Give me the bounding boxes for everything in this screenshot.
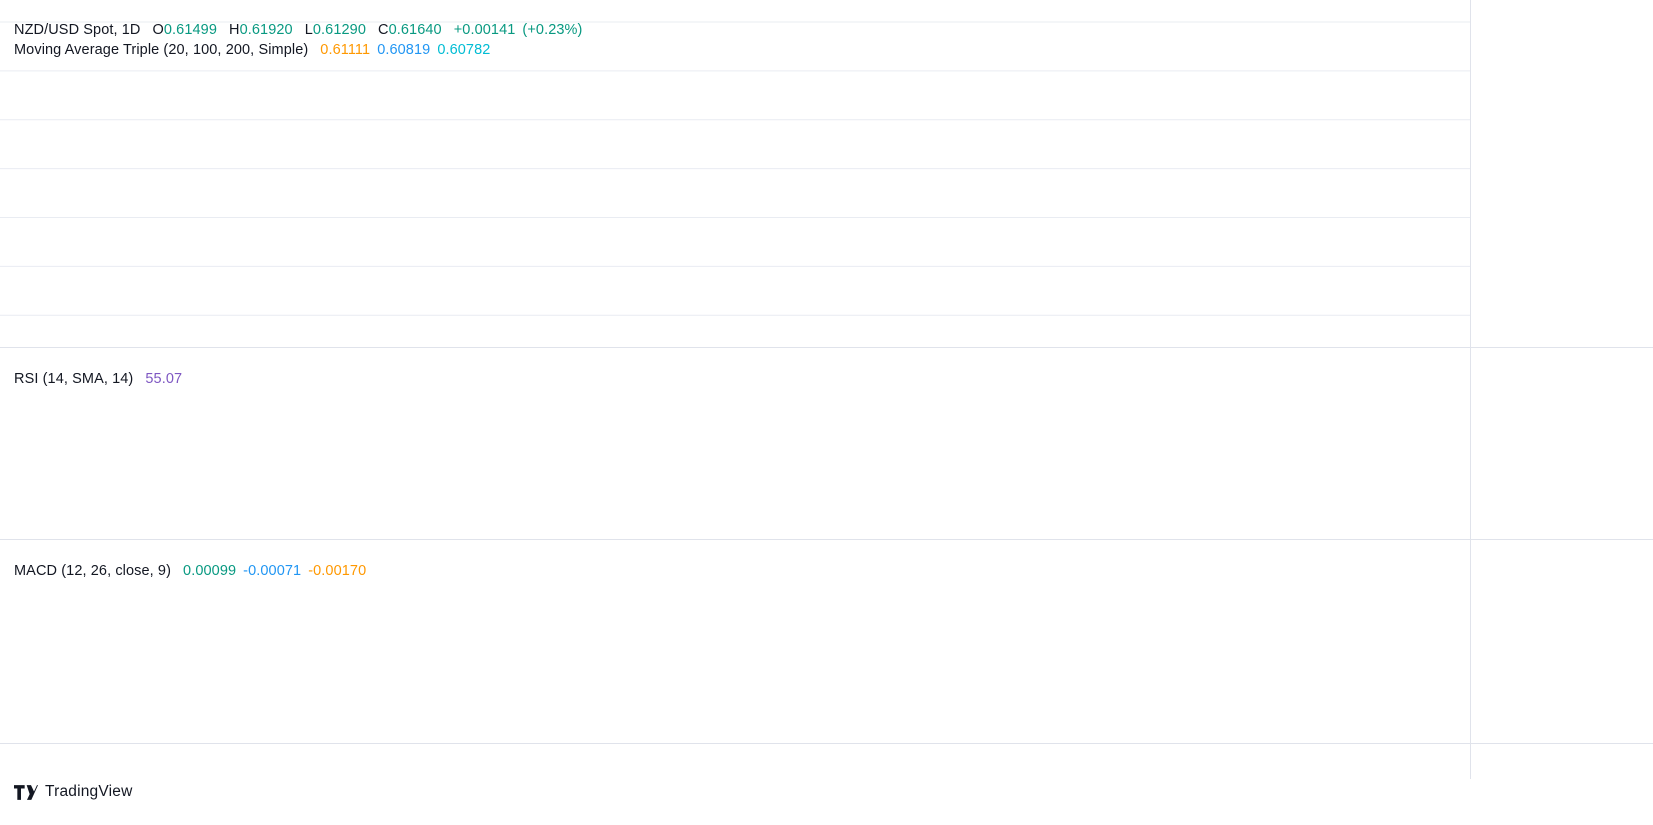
- rsi-plot-area[interactable]: [0, 348, 1470, 539]
- rsi-axis[interactable]: [1470, 348, 1653, 539]
- time-axis-divider: [1470, 743, 1471, 779]
- ohlc-open-value: 0.61499: [163, 22, 218, 38]
- ohlc-open-label: O: [152, 22, 164, 38]
- axis-divider: [1470, 0, 1471, 347]
- macd-signal-value: -0.00170: [308, 563, 367, 579]
- ma20-value: 0.61111: [320, 42, 371, 58]
- rsi-pane[interactable]: [0, 348, 1653, 539]
- macd-line-value: -0.00071: [243, 563, 302, 579]
- axis-divider: [1470, 540, 1471, 743]
- ma100-value: 0.60819: [377, 42, 431, 58]
- tradingview-logo-icon: [14, 784, 38, 800]
- macd-legend[interactable]: MACD (12, 26, close, 9) 0.00099 -0.00071 -0…: [14, 563, 366, 580]
- change-absolute: +0.00141: [453, 22, 516, 38]
- macd-hist-value: 0.00099: [183, 563, 237, 579]
- ohlc-close-value: 0.61640: [388, 22, 442, 38]
- price-pane[interactable]: [0, 0, 1653, 347]
- rsi-canvas: [0, 348, 1470, 539]
- rsi-value: 55.07: [145, 371, 183, 387]
- pane-separator-1: [0, 347, 1653, 348]
- macd-axis[interactable]: [1470, 540, 1653, 743]
- tradingview-watermark: TradingView: [14, 783, 133, 801]
- symbol-legend[interactable]: NZD/USD Spot, 1D O0.61499 H0.61920 L0.61290…: [14, 22, 582, 39]
- macd-pane[interactable]: [0, 540, 1653, 743]
- symbol-title[interactable]: NZD/USD Spot, 1D: [14, 22, 141, 38]
- price-plot-area[interactable]: [0, 0, 1470, 347]
- axis-divider: [1470, 348, 1471, 539]
- change-percent: (+0.23%): [522, 22, 583, 38]
- moving-average-legend[interactable]: Moving Average Triple (20, 100, 200, Sim…: [14, 42, 490, 59]
- pane-separator-2: [0, 539, 1653, 540]
- tradingview-label: TradingView: [45, 783, 133, 800]
- rsi-title[interactable]: RSI (14, SMA, 14): [14, 371, 134, 387]
- ohlc-high-value: 0.61920: [239, 22, 293, 38]
- ohlc-close-label: C: [378, 22, 389, 38]
- rsi-legend[interactable]: RSI (14, SMA, 14) 55.07: [14, 371, 182, 388]
- price-axis[interactable]: [1470, 0, 1653, 347]
- ohlc-high-label: H: [229, 22, 240, 38]
- ma-title[interactable]: Moving Average Triple (20, 100, 200, Sim…: [14, 42, 309, 58]
- macd-title[interactable]: MACD (12, 26, close, 9): [14, 563, 172, 579]
- ma200-value: 0.60782: [437, 42, 491, 58]
- ohlc-low-label: L: [304, 22, 313, 38]
- price-canvas: [0, 21, 1470, 316]
- time-axis[interactable]: [0, 743, 1653, 780]
- ohlc-low-value: 0.61290: [312, 22, 367, 38]
